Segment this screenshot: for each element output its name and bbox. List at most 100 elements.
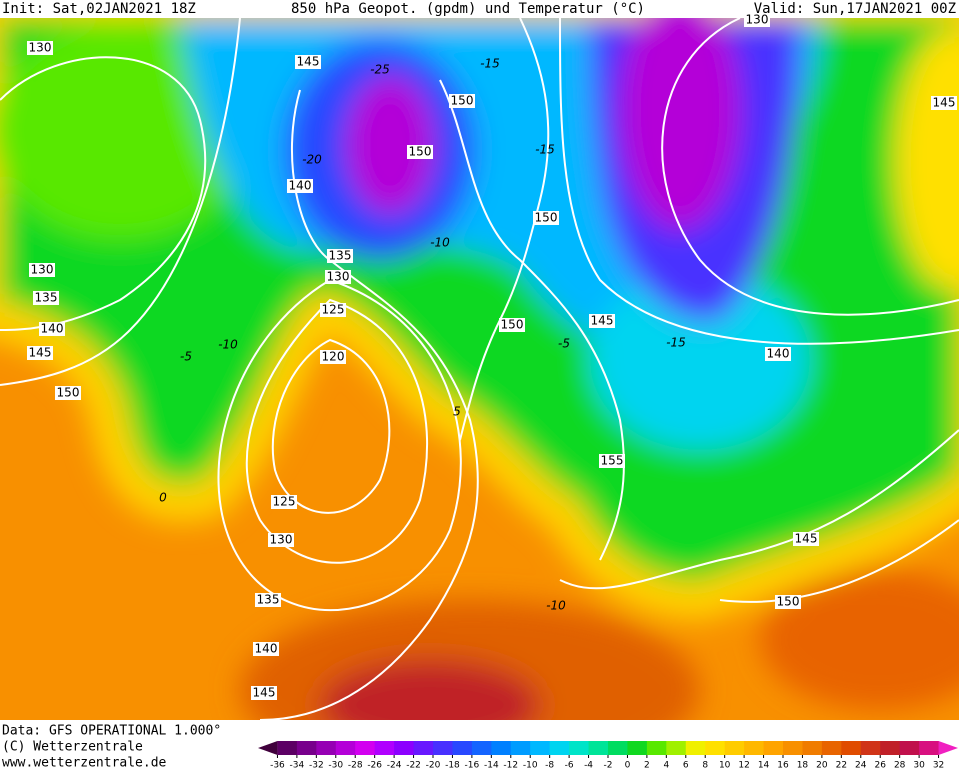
colorbar-swatch	[627, 741, 648, 755]
colorbar-arrow	[938, 741, 958, 755]
contour-label-box	[589, 314, 615, 328]
website: www.wetterzentrale.de	[2, 756, 167, 770]
contour-label: 155	[601, 454, 624, 468]
colorbar-arrow	[258, 741, 278, 755]
contour-label: 150	[535, 211, 558, 225]
colorbar-tick-label: -22	[406, 761, 421, 770]
colorbar-swatch	[316, 741, 337, 755]
colorbar-tick-label: -4	[584, 761, 593, 770]
colorbar-tick-label: -10	[523, 761, 538, 770]
colorbar-tick-label: -18	[445, 761, 460, 770]
contour-label: 130	[29, 41, 52, 55]
contour-label-box	[27, 346, 53, 360]
contour-label-box	[33, 291, 59, 305]
colorbar-swatch	[569, 741, 590, 755]
footer: Data: GFS OPERATIONAL 1.000° (C) Wetterz…	[2, 724, 221, 770]
contour-label: 145	[933, 96, 956, 110]
colorbar-tick-label: -36	[270, 761, 285, 770]
colorbar-swatch	[802, 741, 823, 755]
colorbar-swatch	[724, 741, 745, 755]
colorbar-tick-label: 30	[913, 761, 925, 770]
contour-label-box	[271, 495, 297, 509]
contour-label: 150	[451, 94, 474, 108]
contour-label-box	[255, 593, 281, 607]
colorbar-tick-label: 8	[702, 761, 708, 770]
contour-label-box	[27, 41, 53, 55]
contour-label-box	[320, 303, 346, 317]
isotherm-label: -25	[370, 63, 390, 77]
colorbar-tick-label: -28	[348, 761, 363, 770]
colorbar-swatch	[549, 741, 570, 755]
colorbar-tick-label: 4	[663, 761, 669, 770]
colorbar-swatch	[433, 741, 453, 755]
isotherm-label: -10	[218, 338, 238, 352]
isotherm-label: -5	[180, 350, 192, 364]
colorbar-swatch	[821, 741, 842, 755]
contour-label-box	[287, 179, 313, 193]
contour-label: 130	[327, 270, 350, 284]
colorbar-swatch	[394, 741, 415, 755]
contour-label: 125	[273, 495, 296, 509]
contour-label: 125	[322, 303, 345, 317]
valid-time: Valid: Sun,17JAN2021 00Z	[754, 1, 956, 17]
colorbar-swatch	[919, 741, 940, 755]
colorbar-tick-label: -30	[328, 761, 343, 770]
contour-label-box	[793, 532, 819, 546]
colorbar: -36 -34 -32 -30 -28 -26 -24 -22 -20 -18 -16 -14 -12-…	[258, 741, 958, 770]
colorbar-tick-label: 24	[855, 761, 867, 770]
colorbar-tick-label: 20	[816, 761, 828, 770]
contour-label: 135	[329, 249, 352, 263]
isotherm-label: 5	[453, 405, 461, 419]
isotherm-label: -10	[546, 599, 566, 613]
colorbar-tick-label: -16	[465, 761, 480, 770]
colorbar-tick-label: 2	[644, 761, 650, 770]
colorbar-tick-label: 28	[894, 761, 906, 770]
colorbar-swatch	[783, 741, 803, 755]
colorbar-tick-label: 0	[625, 761, 631, 770]
colorbar-tick-label: -26	[367, 761, 382, 770]
contour-label: 130	[31, 263, 54, 277]
contour-label: 140	[289, 179, 312, 193]
colorbar-tick-label: -32	[309, 761, 324, 770]
isotherm-label: -5	[558, 337, 570, 351]
colorbar-swatch	[666, 741, 687, 755]
colorbar-tick-label: 32	[933, 761, 944, 770]
colorbar-tick-label: -12	[503, 761, 518, 770]
contour-label-box	[407, 145, 433, 159]
contour-label: 140	[255, 642, 278, 656]
contour-label-box	[268, 533, 294, 547]
colorbar-swatch	[744, 741, 765, 755]
contour-label-box	[325, 270, 351, 284]
contour-label-box	[29, 263, 55, 277]
contour-label: 150	[777, 595, 800, 609]
contour-label: 150	[501, 318, 524, 332]
contour-label-box	[251, 686, 277, 700]
colorbar-tick-label: -24	[387, 761, 402, 770]
colorbar-tick-label: 26	[874, 761, 886, 770]
contour-label: 135	[257, 593, 280, 607]
contour-label: 145	[795, 532, 818, 546]
isotherm-label: 0	[159, 491, 167, 505]
colorbar-swatch	[510, 741, 531, 755]
contour-label: 130	[270, 533, 293, 547]
colorbar-swatch	[530, 741, 551, 755]
colorbar-tick-label: -20	[426, 761, 441, 770]
colorbar-tick-label: 18	[797, 761, 809, 770]
contour-label: 145	[591, 314, 614, 328]
geopotential-contours	[0, 18, 959, 720]
contour-label: 140	[41, 322, 64, 336]
colorbar-swatch	[763, 741, 784, 755]
contour-label: 140	[767, 347, 790, 361]
contour-label: 145	[29, 346, 52, 360]
colorbar-swatch	[860, 741, 881, 755]
colorbar-swatch	[588, 741, 609, 755]
colorbar-tick-label: 14	[758, 761, 770, 770]
isotherm-label: -15	[666, 336, 686, 350]
colorbar-swatch	[471, 741, 492, 755]
map-title: 850 hPa Geopot. (gpdm) und Temperatur (°…	[291, 1, 645, 17]
contour-label-box	[775, 595, 801, 609]
colorbar-swatch	[705, 741, 726, 755]
